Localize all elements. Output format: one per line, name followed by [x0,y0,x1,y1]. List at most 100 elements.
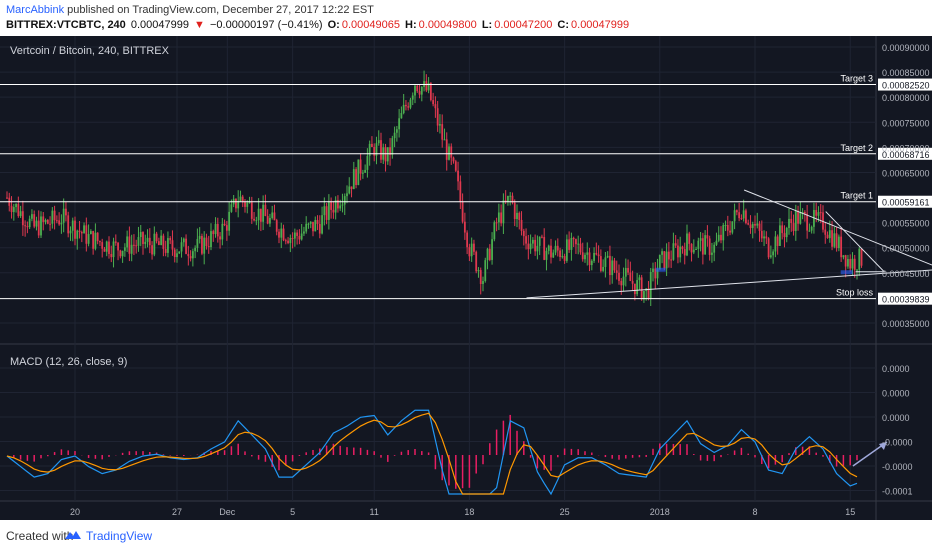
candle-body [371,143,373,147]
candle-body [493,222,496,240]
candle-body [749,224,752,229]
candle-body [853,258,856,270]
macd-pane-title: MACD (12, 26, close, 9) [10,356,127,368]
candle-body [785,227,788,238]
candle-body [341,204,344,206]
candle-body [788,218,790,228]
candle-body [275,220,278,232]
candle-body [35,220,38,227]
candle-body [314,220,317,232]
candle-body [300,233,303,240]
candle-body [647,288,650,299]
candle-body [266,216,269,224]
time-tick-label: 11 [370,507,379,517]
candle-body [688,233,691,244]
candle-body [463,221,466,233]
candle-body [42,216,45,222]
candle-body [69,230,72,234]
candle-body [763,236,765,239]
candle-body [71,220,74,231]
last-price: 0.00047999 [130,19,189,31]
candle-body [495,222,498,224]
candle-body [139,232,142,238]
candle-body [364,169,367,173]
candle-body [636,280,639,295]
candle-body [627,267,629,273]
candle-body [740,218,743,220]
candle-body [19,211,22,217]
candle-body [783,233,786,238]
candle-body [774,236,777,252]
level-price-label: 0.00039839 [882,295,930,305]
level-label: Stop loss [836,288,874,298]
candle-body [289,237,292,244]
candle-body [828,230,831,239]
candle-body [735,210,738,213]
candle-body [733,210,736,222]
author-link[interactable]: MarcAbbink [6,4,65,16]
level-label: Target 3 [840,74,873,84]
candle-body [445,139,448,160]
time-tick-label: Dec [219,507,236,517]
candle-body [742,210,745,219]
candle-body [550,245,552,258]
candle-body [595,252,598,255]
candle-body [801,212,804,214]
candle-body [146,237,149,242]
candle-body [711,252,713,255]
candle-body [416,85,419,92]
chart-area[interactable]: Target 3 0.00082520 Target 2 0.00068716 Targ… [0,36,932,520]
footer: Created with TradingView [0,520,932,550]
candle-body [12,207,15,213]
change-arrow-icon: ▼ [194,19,205,31]
candle-body [502,200,505,224]
candle-body [96,232,99,242]
candle-body [860,248,863,266]
candle-body [194,247,197,252]
candle-body [482,281,484,284]
candle-body [214,223,217,235]
macd-arrow-head-icon [878,442,887,450]
candle-body [432,100,435,105]
candle-body [101,242,104,249]
candle-body [112,241,115,258]
candle-body [225,225,228,231]
candle-body [717,234,720,241]
created-with-text: Created with [6,529,74,543]
candle-body [110,254,113,258]
candle-body [201,235,203,254]
candle-body [826,234,829,239]
candle-body [756,223,759,226]
candle-body [309,221,312,224]
candle-body [597,254,600,257]
candle-body [652,268,654,273]
candle-body [203,237,206,254]
chart-svg[interactable]: Target 3 0.00082520 Target 2 0.00068716 Targ… [0,36,932,520]
candle-body [547,245,550,251]
candle-body [459,181,462,202]
price-tick-label: 0.00065000 [882,168,930,178]
support-trendline [526,269,932,299]
candle-body [683,249,686,256]
candle-body [108,241,110,255]
candle-body [343,196,346,205]
candle-body [223,223,226,226]
candle-body [17,204,20,217]
candle-body [765,236,768,239]
candle-body [212,231,215,235]
candle-body [640,277,643,300]
candle-body [153,233,156,255]
candle-body [298,235,301,240]
candle-body [620,280,623,286]
candle-body [178,251,181,254]
candle-body [325,206,328,220]
candle-body [187,253,190,257]
candle-body [10,205,13,213]
candle-body [425,81,428,91]
candle-body [643,290,645,300]
candle-body [405,104,407,107]
tradingview-brand-link[interactable]: TradingView [86,529,153,543]
candle-body [484,260,487,282]
candle-body [31,214,33,219]
candle-body [248,202,251,204]
